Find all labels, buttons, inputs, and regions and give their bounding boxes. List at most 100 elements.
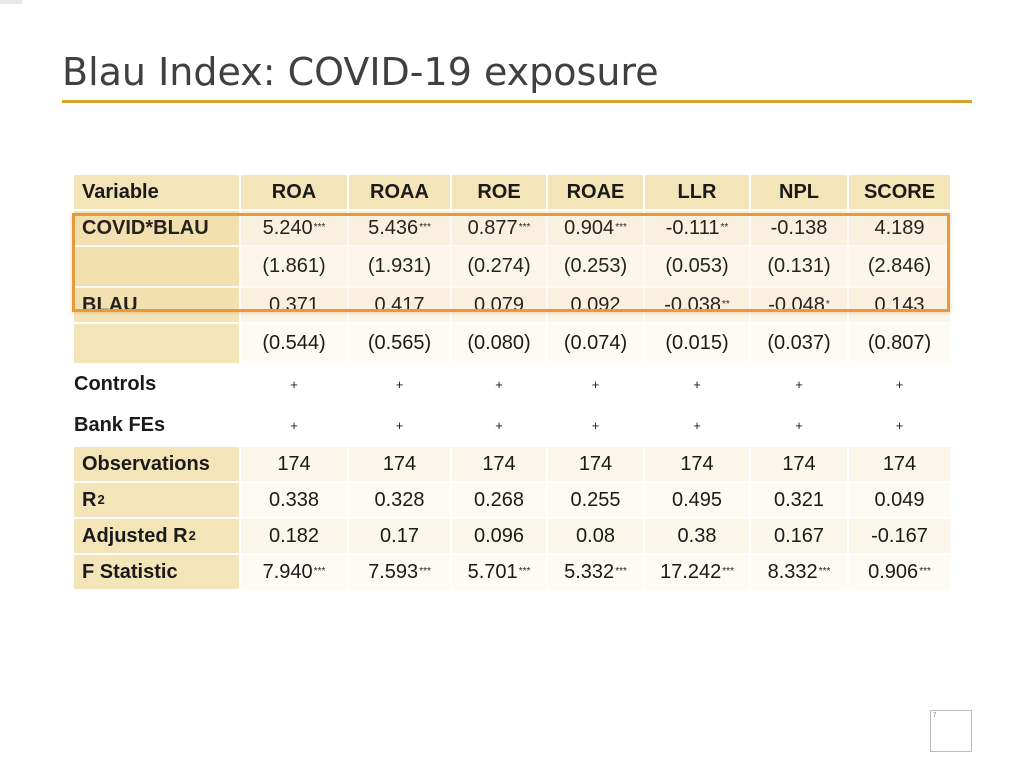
- cell-value: 5.701: [467, 560, 518, 583]
- table-cell: (0.015): [645, 324, 751, 365]
- cell-value: 17.242: [660, 560, 722, 583]
- cell-value: 174: [482, 452, 516, 475]
- cell-value: 0.096: [473, 524, 525, 547]
- cell-value: +: [495, 377, 503, 392]
- cell-value: 174: [382, 452, 417, 475]
- table-cell: 0.906 ***: [849, 555, 950, 591]
- header-cell: ROAA: [349, 175, 452, 211]
- table-cell: +: [349, 406, 452, 447]
- table-cell: (1.861): [241, 247, 349, 288]
- row-label-text: Controls: [74, 373, 157, 395]
- cell-value: (0.074): [563, 332, 628, 354]
- cell-value: +: [895, 418, 904, 433]
- cell-value: (0.015): [665, 332, 729, 354]
- cell-value: 174: [277, 452, 311, 475]
- title-underline: [62, 100, 972, 103]
- cell-value: 5.332: [564, 560, 615, 583]
- table-cell: +: [548, 406, 645, 447]
- table-cell: 0.096: [452, 519, 548, 555]
- table-cell: 0.877 ***: [452, 211, 548, 247]
- cell-value: 174: [782, 452, 816, 475]
- cell-value: 5.436: [368, 216, 419, 239]
- cell-value: +: [795, 377, 803, 392]
- table-row: Controls + + + + + + +: [74, 365, 950, 406]
- cell-value: 7.593: [368, 560, 419, 583]
- table-row: COVID*BLAU 5.240 *** 5.436 *** 0.877 *** 0.904 *…: [74, 211, 950, 247]
- table-cell: +: [849, 365, 950, 406]
- table-cell: 174: [241, 447, 349, 483]
- header-cell: LLR: [645, 175, 751, 211]
- table-cell: 5.332 ***: [548, 555, 645, 591]
- table-cell: 0.495: [645, 483, 751, 519]
- cell-value: 5.240: [262, 216, 313, 239]
- table-cell: (0.074): [548, 324, 645, 365]
- cell-value: +: [395, 377, 404, 392]
- cell-value: +: [495, 418, 503, 433]
- cell-value: (0.544): [262, 332, 326, 354]
- row-label-text: COVID*BLAU: [82, 216, 209, 239]
- table-cell: 5.436 ***: [349, 211, 452, 247]
- table-cell: -0.111 **: [645, 211, 751, 247]
- table-cell: 174: [849, 447, 950, 483]
- cell-value: 0.338: [268, 488, 320, 511]
- slide-title: Blau Index: COVID-19 exposure: [62, 50, 659, 94]
- row-label-text: Observations: [82, 452, 210, 475]
- table-cell: 174: [751, 447, 849, 483]
- cell-value: (0.807): [867, 332, 932, 354]
- table-cell: +: [349, 365, 452, 406]
- cell-value: 0.17: [380, 524, 419, 547]
- cell-value: +: [795, 418, 803, 433]
- table-cell: 0.328: [349, 483, 452, 519]
- cell-value: 0.167: [773, 524, 825, 547]
- cell-value: +: [290, 418, 298, 433]
- table-cell: 0.049: [849, 483, 950, 519]
- cell-value: (1.861): [262, 255, 326, 277]
- table-cell: 4.189: [849, 211, 950, 247]
- cell-value: 0.877: [467, 216, 518, 239]
- table-cell: (0.253): [548, 247, 645, 288]
- table-row: Observations 174 174 174 174 174 174 174: [74, 447, 950, 483]
- table-cell: +: [751, 365, 849, 406]
- table-cell: (0.131): [751, 247, 849, 288]
- header-cell: ROAE: [548, 175, 645, 211]
- table-cell: 0.143: [849, 288, 950, 324]
- table-row: (0.544) (0.565) (0.080) (0.074) (0.015) (0.03…: [74, 324, 950, 365]
- table-cell: (2.846): [849, 247, 950, 288]
- row-label: Observations: [74, 447, 241, 483]
- table-cell: 17.242 ***: [645, 555, 751, 591]
- row-label-text: R: [82, 488, 97, 511]
- cell-value: (0.274): [467, 255, 531, 277]
- table-cell: +: [241, 365, 349, 406]
- cell-value: -0.111: [665, 216, 720, 239]
- row-label: Bank FEs: [74, 406, 241, 447]
- cell-value: +: [591, 377, 600, 392]
- table-cell: (0.274): [452, 247, 548, 288]
- table-cell: 0.321: [751, 483, 849, 519]
- table-row: (1.861) (1.931) (0.274) (0.253) (0.053) (0.13…: [74, 247, 950, 288]
- highlight-box: [72, 213, 950, 312]
- table-cell: (1.931): [349, 247, 452, 288]
- table-cell: 0.338: [241, 483, 349, 519]
- row-label: Controls: [74, 365, 241, 406]
- header-cell: ROA: [241, 175, 349, 211]
- cell-value: (0.053): [665, 255, 729, 277]
- table-cell: (0.544): [241, 324, 349, 365]
- row-label: [74, 324, 241, 365]
- table-cell: -0.138: [751, 211, 849, 247]
- table-row: Adjusted R 2 0.182 0.17 0.096 0.08 0.38 0.167 -0…: [74, 519, 950, 555]
- table-cell: +: [645, 406, 751, 447]
- cell-value: +: [895, 377, 904, 392]
- table-cell: 174: [645, 447, 751, 483]
- table-cell: +: [452, 406, 548, 447]
- cell-value: 8.332: [767, 560, 818, 583]
- table-cell: +: [849, 406, 950, 447]
- cell-value: 0.049: [874, 488, 925, 511]
- cell-value: (0.565): [367, 332, 432, 354]
- table-cell: +: [548, 365, 645, 406]
- cell-value: 0.38: [677, 524, 717, 547]
- cell-value: (0.253): [563, 255, 628, 277]
- cell-value: 174: [680, 452, 714, 475]
- cell-value: 0.495: [671, 488, 723, 511]
- row-label-text: Bank FEs: [74, 414, 166, 436]
